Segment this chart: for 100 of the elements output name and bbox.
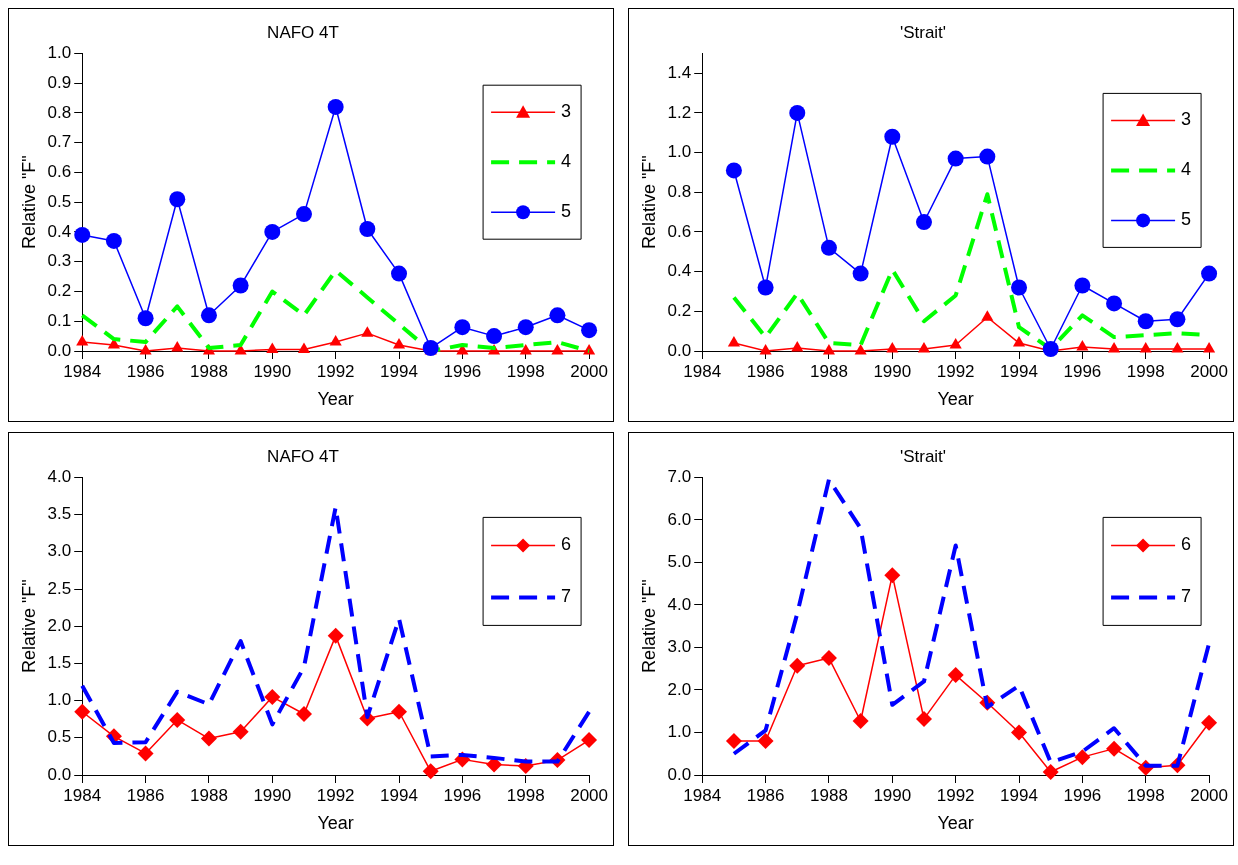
point bbox=[1074, 749, 1091, 766]
x-tick-label: 1986 bbox=[126, 361, 165, 381]
point bbox=[422, 763, 439, 780]
y-tick-label: 2.5 bbox=[47, 578, 72, 598]
chart-title: 'Strait' bbox=[899, 22, 947, 42]
point bbox=[517, 319, 534, 336]
point bbox=[949, 338, 962, 349]
y-axis-title: Relative "F" bbox=[18, 579, 39, 674]
point bbox=[169, 191, 186, 208]
y-tick-label: 4.0 bbox=[47, 467, 72, 487]
y-tick-label: 0.0 bbox=[667, 340, 692, 360]
point bbox=[169, 711, 186, 728]
y-axis-title: Relative "F" bbox=[638, 579, 659, 674]
point bbox=[486, 328, 503, 345]
point bbox=[1171, 342, 1184, 353]
legend-label: 3 bbox=[1181, 109, 1192, 130]
point bbox=[74, 226, 91, 243]
x-tick-label: 1992 bbox=[316, 361, 355, 381]
y-tick-label: 2.0 bbox=[47, 615, 72, 635]
point bbox=[791, 341, 804, 352]
point bbox=[295, 705, 312, 722]
point bbox=[884, 128, 901, 145]
chart-title: 'Strait' bbox=[899, 446, 947, 466]
point bbox=[820, 650, 837, 667]
y-tick-label: 3.0 bbox=[667, 637, 692, 657]
y-tick-label: 0.8 bbox=[667, 181, 692, 201]
x-tick-label: 1992 bbox=[936, 785, 975, 805]
legend-label: 6 bbox=[1181, 534, 1192, 555]
y-tick-label: 5.0 bbox=[667, 552, 692, 572]
point bbox=[549, 307, 566, 324]
point bbox=[1012, 336, 1026, 347]
x-tick-label: 1988 bbox=[810, 785, 848, 805]
y-tick-label: 3.5 bbox=[47, 504, 72, 524]
y-tick-label: 1.0 bbox=[47, 43, 72, 63]
y-tick-label: 3.0 bbox=[47, 541, 72, 561]
point bbox=[854, 344, 867, 355]
y-tick-label: 2.0 bbox=[667, 679, 692, 699]
x-tick-label: 1996 bbox=[1063, 361, 1102, 381]
point bbox=[852, 713, 869, 730]
point bbox=[392, 338, 406, 349]
point bbox=[581, 322, 598, 339]
point bbox=[581, 732, 598, 749]
x-tick-label: 1996 bbox=[1063, 785, 1102, 805]
point bbox=[981, 310, 994, 321]
x-tick-label: 1994 bbox=[380, 785, 418, 805]
point bbox=[1076, 340, 1089, 351]
x-tick-label: 1988 bbox=[810, 361, 848, 381]
point bbox=[422, 340, 439, 357]
x-axis-title: Year bbox=[317, 813, 354, 834]
point bbox=[1042, 764, 1059, 781]
x-axis-title: Year bbox=[937, 813, 974, 834]
x-tick-label: 1998 bbox=[506, 361, 545, 381]
point bbox=[1139, 342, 1152, 353]
legend-label: 5 bbox=[1181, 209, 1192, 230]
point bbox=[789, 657, 806, 674]
y-tick-label: 1.5 bbox=[47, 653, 72, 673]
x-tick-label: 1990 bbox=[873, 785, 912, 805]
x-tick-label: 1994 bbox=[380, 361, 418, 381]
y-tick-label: 0.2 bbox=[667, 301, 692, 321]
point bbox=[1106, 740, 1123, 757]
x-axis-title: Year bbox=[937, 389, 974, 410]
x-tick-label: 1998 bbox=[1126, 785, 1165, 805]
y-axis-title: Relative "F" bbox=[638, 155, 659, 250]
x-tick-label: 1990 bbox=[873, 361, 912, 381]
point bbox=[200, 307, 217, 324]
y-tick-label: 0.0 bbox=[667, 764, 692, 784]
y-tick-label: 0.1 bbox=[47, 310, 72, 330]
point bbox=[947, 667, 964, 684]
y-tick-label: 1.0 bbox=[667, 722, 692, 742]
point bbox=[583, 344, 596, 355]
x-axis-title: Year bbox=[317, 389, 354, 410]
legend-label: 4 bbox=[561, 151, 572, 172]
x-tick-label: 2000 bbox=[570, 361, 608, 381]
point bbox=[327, 627, 344, 644]
y-tick-label: 4.0 bbox=[667, 594, 692, 614]
point bbox=[391, 703, 408, 720]
x-tick-label: 1988 bbox=[190, 361, 228, 381]
legend-label: 6 bbox=[561, 534, 572, 555]
chart-title: NAFO 4T bbox=[267, 446, 339, 466]
point bbox=[727, 336, 740, 347]
point bbox=[1137, 313, 1154, 330]
point bbox=[137, 310, 154, 327]
y-tick-label: 0.7 bbox=[47, 132, 72, 152]
point bbox=[264, 688, 281, 705]
point bbox=[297, 342, 311, 354]
y-tick-label: 7.0 bbox=[667, 467, 692, 487]
point bbox=[105, 232, 122, 249]
point bbox=[1074, 277, 1091, 294]
x-tick-label: 1986 bbox=[746, 361, 785, 381]
y-tick-label: 0.3 bbox=[47, 251, 72, 271]
point bbox=[1107, 342, 1121, 353]
point bbox=[884, 567, 901, 584]
y-tick-label: 1.4 bbox=[667, 62, 692, 82]
point bbox=[759, 344, 772, 355]
x-tick-label: 1990 bbox=[253, 361, 292, 381]
legend-label: 4 bbox=[1181, 159, 1192, 180]
point bbox=[139, 344, 152, 355]
y-tick-label: 6.0 bbox=[667, 509, 692, 529]
x-tick-label: 1994 bbox=[1000, 785, 1038, 805]
y-axis-title: Relative "F" bbox=[18, 155, 39, 250]
